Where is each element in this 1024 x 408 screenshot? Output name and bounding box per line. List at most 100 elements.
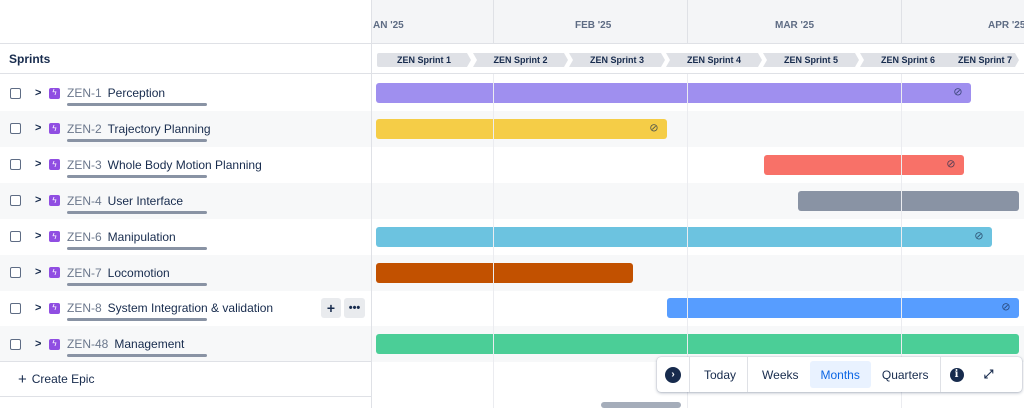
sprint-chip[interactable]: ZEN Sprint 5 xyxy=(763,53,859,67)
epic-key[interactable]: ZEN-48 xyxy=(67,337,109,352)
link-icon[interactable]: ⊖ xyxy=(950,84,966,100)
epic-row[interactable]: > ϟ ZEN-3 Whole Body Motion Planning xyxy=(0,147,371,183)
timeline-row xyxy=(372,182,1024,219)
chevron-right-icon[interactable]: > xyxy=(35,230,42,243)
create-epic-button[interactable]: + Create Epic xyxy=(0,361,371,397)
epic-key[interactable]: ZEN-8 xyxy=(67,301,102,316)
epic-title[interactable]: Locomotion xyxy=(107,265,170,280)
epic-title[interactable]: System Integration & validation xyxy=(107,301,274,316)
epic-key[interactable]: ZEN-2 xyxy=(67,121,102,136)
epic-timeline-bar[interactable] xyxy=(376,334,1019,355)
lightning-icon: ϟ xyxy=(49,338,60,350)
epic-timeline-bar[interactable]: ⊖ xyxy=(764,154,964,175)
timeline-row: ⊖ xyxy=(372,75,1024,111)
quarters-button[interactable]: Quarters xyxy=(881,367,929,382)
link-icon[interactable]: ⊖ xyxy=(998,300,1014,316)
epic-key[interactable]: ZEN-7 xyxy=(67,265,102,280)
sprint-chip[interactable]: ZEN Sprint 3 xyxy=(569,53,665,67)
horizontal-scrollbar[interactable] xyxy=(601,402,681,408)
epic-key[interactable]: ZEN-6 xyxy=(67,229,102,244)
epic-title[interactable]: Whole Body Motion Planning xyxy=(107,157,262,172)
chevron-right-icon[interactable]: > xyxy=(35,158,42,171)
sprint-row: ZEN Sprint 1 ZEN Sprint 2 ZEN Sprint 3 ZEN … xyxy=(372,45,1024,74)
fullscreen-button[interactable]: ⤢ xyxy=(973,361,1005,388)
epic-progress-bar xyxy=(67,246,207,250)
epic-key[interactable]: ZEN-4 xyxy=(67,193,102,208)
row-checkbox[interactable] xyxy=(10,159,21,171)
more-actions-button[interactable]: ••• xyxy=(344,298,365,319)
month-label: FEB '25 xyxy=(575,20,612,31)
epic-timeline-bar[interactable]: ⊖ xyxy=(376,83,971,103)
epic-progress-bar xyxy=(67,282,207,286)
epic-title[interactable]: User Interface xyxy=(107,193,184,208)
epic-row[interactable]: > ϟ ZEN-48 Management xyxy=(0,326,371,363)
scroll-nav-button[interactable]: › xyxy=(657,357,690,392)
chevron-right-icon[interactable]: > xyxy=(35,86,42,99)
info-button[interactable]: i xyxy=(941,361,973,388)
timeline-row xyxy=(372,254,1024,291)
sprints-header: Sprints xyxy=(0,44,371,74)
lightning-icon: ϟ xyxy=(49,231,60,243)
left-header-spacer xyxy=(0,0,371,44)
months-header: AN '25 FEB '25 MAR '25 APR '25 xyxy=(372,0,1024,44)
epic-title[interactable]: Manipulation xyxy=(107,229,176,244)
link-icon[interactable]: ⊖ xyxy=(943,156,959,172)
sprint-chip[interactable]: ZEN Sprint 1 xyxy=(377,53,471,67)
row-checkbox[interactable] xyxy=(10,267,21,278)
today-button[interactable]: Today xyxy=(704,367,737,382)
epic-timeline-bar[interactable]: ⊖ xyxy=(376,118,667,139)
row-actions: + ••• xyxy=(321,298,365,319)
months-button[interactable]: Months xyxy=(809,361,871,388)
epic-row[interactable]: > ϟ ZEN-8 System Integration & validatio… xyxy=(0,290,371,326)
row-checkbox[interactable] xyxy=(10,302,21,314)
epic-row[interactable]: > ϟ ZEN-4 User Interface xyxy=(0,182,371,219)
chevron-right-icon[interactable]: > xyxy=(35,337,42,350)
plus-icon: + xyxy=(18,370,27,388)
sprint-chip[interactable]: ZEN Sprint 4 xyxy=(666,53,762,67)
epic-list-panel: Sprints > ϟ ZEN-1 Perception > ϟ ZEN-2 T… xyxy=(0,0,372,408)
epic-timeline-bar[interactable]: ⊖ xyxy=(376,226,992,247)
lightning-icon: ϟ xyxy=(49,87,60,99)
epic-row[interactable]: > ϟ ZEN-2 Trajectory Planning xyxy=(0,110,371,147)
month-label: APR '25 xyxy=(988,20,1024,31)
epic-progress-bar xyxy=(67,210,207,214)
row-checkbox[interactable] xyxy=(10,195,21,207)
epic-row[interactable]: > ϟ ZEN-1 Perception xyxy=(0,75,371,111)
sprint-chip[interactable]: ZEN Sprint 2 xyxy=(473,53,568,67)
epic-key[interactable]: ZEN-3 xyxy=(67,157,102,172)
epic-key[interactable]: ZEN-1 xyxy=(67,86,102,100)
sprint-chip[interactable]: ZEN Sprint 7 xyxy=(951,53,1019,67)
epic-timeline-bar[interactable]: ⊖ xyxy=(667,298,1019,319)
timeline-row: ⊖ xyxy=(372,110,1024,147)
link-icon[interactable]: ⊖ xyxy=(646,120,662,136)
epic-row[interactable]: > ϟ ZEN-6 Manipulation xyxy=(0,219,371,255)
row-checkbox[interactable] xyxy=(10,338,21,350)
expand-icon: ⤢ xyxy=(983,367,994,381)
lightning-icon: ϟ xyxy=(49,302,60,314)
month-divider xyxy=(687,0,688,44)
epic-title[interactable]: Management xyxy=(114,337,185,352)
row-checkbox[interactable] xyxy=(10,123,21,135)
link-icon[interactable]: ⊖ xyxy=(971,228,987,244)
sprint-chip[interactable]: ZEN Sprint 6 xyxy=(860,53,956,67)
epic-row[interactable]: > ϟ ZEN-7 Locomotion xyxy=(0,254,371,291)
sprints-label: Sprints xyxy=(9,51,51,66)
timeline-row xyxy=(372,326,1024,363)
epic-progress-bar xyxy=(67,318,207,322)
row-checkbox[interactable] xyxy=(10,231,21,243)
chevron-right-icon[interactable]: > xyxy=(35,301,42,314)
arrow-right-circle-icon: › xyxy=(665,366,681,383)
epic-title[interactable]: Perception xyxy=(107,86,166,100)
add-child-button[interactable]: + xyxy=(321,298,341,319)
month-grid-line xyxy=(687,74,688,408)
epic-progress-bar xyxy=(67,103,207,106)
create-epic-label: Create Epic xyxy=(31,372,95,386)
weeks-button[interactable]: Weeks xyxy=(762,367,799,382)
epic-timeline-bar[interactable] xyxy=(376,262,633,283)
chevron-right-icon[interactable]: > xyxy=(35,266,42,278)
row-checkbox[interactable] xyxy=(10,87,21,99)
chevron-right-icon[interactable]: > xyxy=(35,122,42,135)
chevron-right-icon[interactable]: > xyxy=(35,194,42,207)
epic-timeline-bar[interactable] xyxy=(798,190,1019,211)
epic-title[interactable]: Trajectory Planning xyxy=(107,121,211,136)
